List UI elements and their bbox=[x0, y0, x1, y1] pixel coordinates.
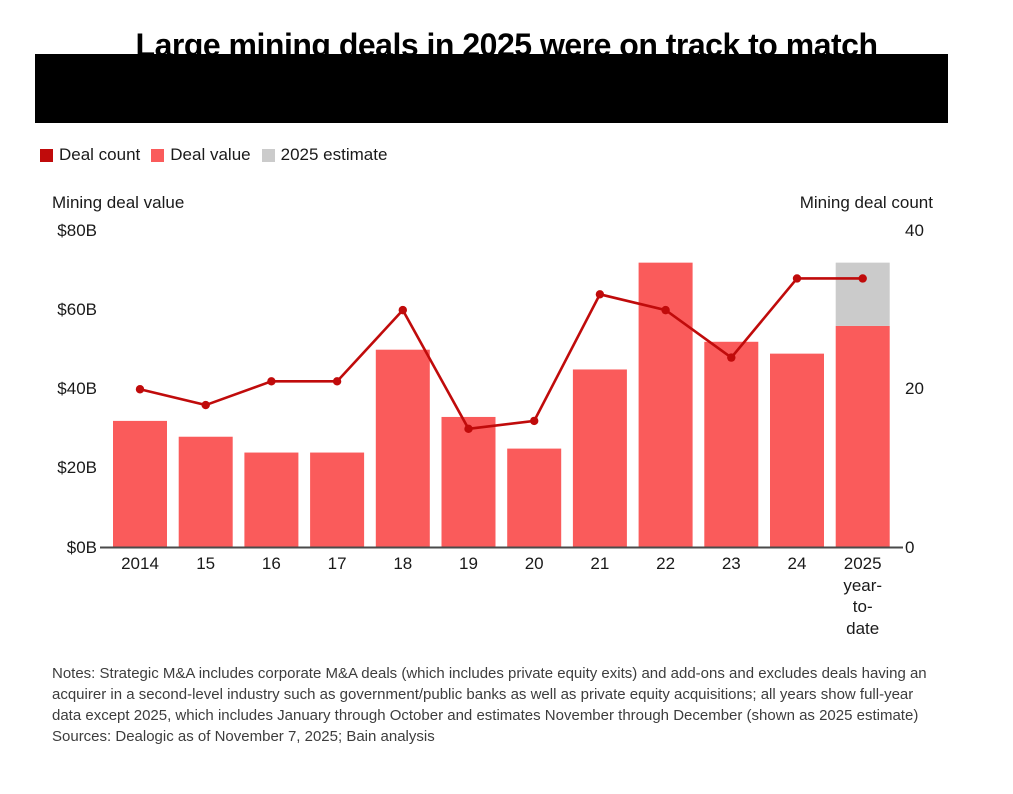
count-axis-title: Mining deal count bbox=[799, 193, 933, 212]
deal-count-point-18 bbox=[398, 305, 407, 315]
deal-count-point-15 bbox=[201, 400, 210, 410]
x-tick-label-2025 year-to-date: 2025 year- to- date bbox=[843, 554, 883, 638]
deal-value-bar-16 bbox=[244, 452, 299, 548]
x-tick-label-21: 21 bbox=[590, 554, 610, 573]
count-tick-label: 20 bbox=[905, 379, 924, 399]
estimate-bar-segment-2025 year-to-date bbox=[835, 262, 890, 326]
count-tick-label: 40 bbox=[905, 221, 924, 240]
deal-count-point-20 bbox=[530, 416, 539, 426]
legend-label: Deal value bbox=[170, 145, 251, 164]
deal-value-bar-2025 year-to-date bbox=[835, 325, 890, 548]
value-tick-label: $80B bbox=[57, 221, 97, 240]
deal-value-bar-23 bbox=[704, 341, 759, 548]
deal-value-bar-17 bbox=[310, 452, 365, 548]
count-tick-label: 0 bbox=[905, 537, 915, 557]
legend-label: Deal count bbox=[59, 145, 141, 164]
sources-text: Sources: Dealogic as of November 7, 2025… bbox=[52, 728, 435, 745]
deal-count-swatch-icon bbox=[40, 148, 53, 162]
x-tick-label-20: 20 bbox=[524, 554, 544, 573]
deal-count-point-24 bbox=[792, 274, 802, 283]
legend-item-2025-estimate: 2025 estimate bbox=[261, 145, 388, 165]
value-tick-label: $40B bbox=[57, 379, 97, 399]
deal-count-point-22 bbox=[661, 305, 670, 315]
deal-value-bar-24 bbox=[770, 353, 824, 548]
deal-value-bar-18 bbox=[375, 349, 430, 548]
x-tick-label-17: 17 bbox=[327, 554, 347, 573]
deal-value-bar-19 bbox=[441, 416, 496, 548]
deal-value-swatch-icon bbox=[151, 148, 165, 162]
redaction-box bbox=[35, 54, 948, 123]
notes-text: Notes: Strategic M&A includes corporate … bbox=[52, 665, 927, 724]
deal-count-point-19 bbox=[464, 424, 473, 434]
deal-value-bar-20 bbox=[507, 448, 562, 548]
legend-item-deal-count: Deal count bbox=[40, 145, 140, 165]
deal-value-bar-2014 bbox=[113, 420, 167, 548]
estimate-swatch-icon bbox=[261, 148, 275, 162]
footnotes: Notes: Strategic M&A includes corporate … bbox=[52, 663, 940, 747]
deal-count-point-17 bbox=[332, 377, 342, 386]
deal-value-bar-15 bbox=[178, 436, 233, 548]
x-tick-label-23: 23 bbox=[721, 554, 741, 573]
legend-item-deal-value: Deal value bbox=[151, 145, 251, 165]
x-tick-label-15: 15 bbox=[196, 554, 216, 573]
x-tick-label-19: 19 bbox=[459, 554, 478, 573]
value-tick-label: $60B bbox=[57, 300, 97, 320]
value-axis-title: Mining deal value bbox=[52, 193, 185, 212]
deal-value-bar-21 bbox=[572, 369, 627, 548]
x-tick-label-22: 22 bbox=[656, 554, 676, 573]
deal-count-point-23 bbox=[727, 353, 736, 362]
value-tick-label: $0B bbox=[66, 537, 97, 557]
deal-count-point-2014 bbox=[135, 385, 145, 394]
x-tick-label-16: 16 bbox=[261, 554, 281, 573]
legend-label: 2025 estimate bbox=[280, 145, 388, 164]
deal-count-point-2025 year-to-date bbox=[858, 274, 867, 283]
value-tick-label: $20B bbox=[57, 458, 97, 478]
x-tick-label-2014: 2014 bbox=[121, 554, 159, 573]
x-tick-label-18: 18 bbox=[393, 554, 413, 573]
deal-count-line bbox=[139, 277, 863, 431]
deal-count-point-16 bbox=[267, 377, 276, 386]
legend: Deal count Deal value 2025 estimate bbox=[40, 145, 398, 165]
x-tick-label-24: 24 bbox=[787, 554, 807, 573]
deal-count-point-21 bbox=[595, 290, 605, 299]
